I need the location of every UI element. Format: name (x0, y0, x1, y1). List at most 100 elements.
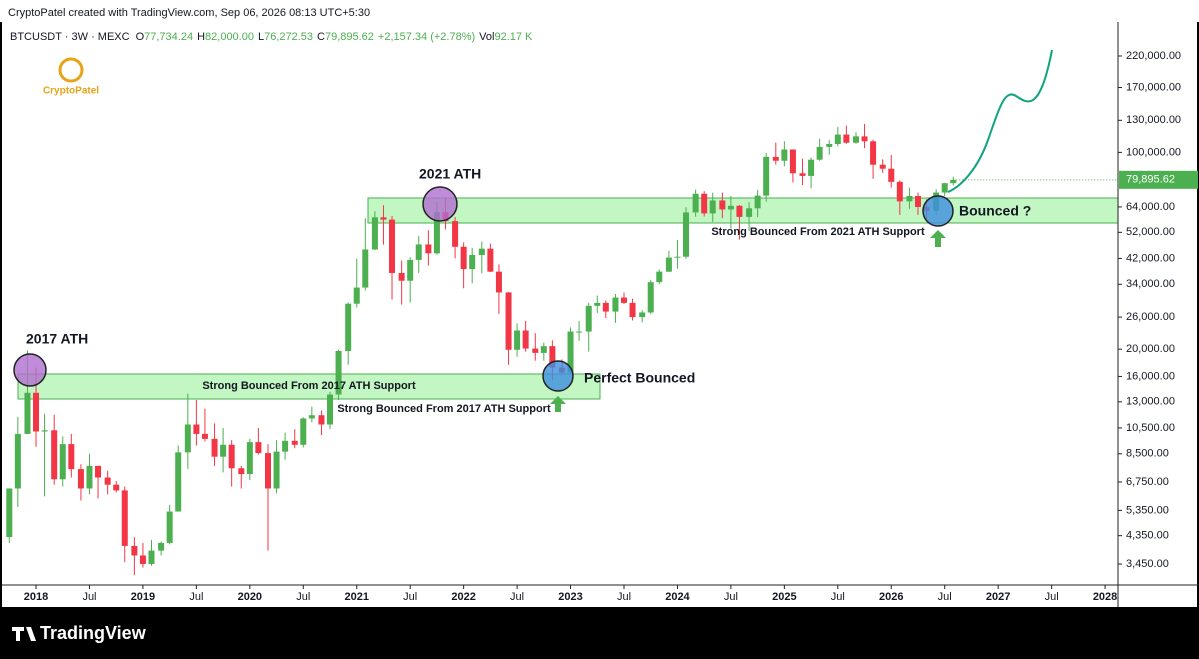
tv-logo (12, 627, 36, 641)
candle-body (291, 440, 298, 445)
symbol: BTCUSDT · 3W · MEXC O77,734.24 H82,000.00 L… (10, 31, 533, 43)
x-tick-label: Jul (296, 591, 310, 603)
y-tick-label: 8,500.00 (1126, 448, 1169, 460)
y-tick-label: 220,000.00 (1126, 50, 1181, 62)
projection-path (947, 49, 1053, 193)
candle-body (469, 255, 476, 270)
x-tick-label: 2021 (344, 591, 368, 603)
candle-body (656, 271, 663, 283)
candle-body (345, 303, 352, 352)
candle-body (148, 550, 155, 565)
x-tick-label: Jul (403, 591, 417, 603)
x-tick-label: 2020 (238, 591, 262, 603)
candle-body (808, 159, 815, 176)
candle-body (834, 134, 841, 144)
candle-body (300, 418, 307, 445)
x-tick-label: 2026 (879, 591, 903, 603)
y-tick-label: 100,000.00 (1126, 146, 1181, 158)
arrow-up (930, 230, 946, 247)
candle-body (282, 440, 289, 452)
x-tick-label: Jul (831, 591, 845, 603)
y-tick-label: 42,000.00 (1126, 252, 1175, 264)
x-tick-label: Jul (1045, 591, 1059, 603)
candle-body (166, 511, 173, 543)
candle-body (816, 146, 823, 160)
candle-body (121, 490, 128, 546)
x-tick-label: Jul (938, 591, 952, 603)
legend-value: 77,734.24 (144, 31, 193, 43)
chart-panel (2, 22, 1197, 607)
x-tick-label: 2025 (772, 591, 796, 603)
y-tick-label: 130,000.00 (1126, 114, 1181, 126)
legend-label: C (317, 31, 325, 43)
y-tick-label: 20,000.00 (1126, 343, 1175, 355)
ath-marker (13, 353, 47, 387)
y-tick-label: 34,000.00 (1126, 278, 1175, 290)
candle-body (478, 248, 485, 256)
y-tick-label: 3,450.00 (1126, 558, 1169, 570)
candle-body (246, 442, 253, 475)
legend-label: Vol (479, 31, 494, 43)
x-tick-label: 2027 (986, 591, 1010, 603)
x-tick-label: Jul (510, 591, 524, 603)
candle-body (950, 179, 957, 184)
candle-body (6, 488, 13, 538)
footer-brand: TradingView (40, 623, 147, 643)
candle-body (736, 205, 743, 217)
candle-body (692, 193, 699, 213)
candle-body (51, 430, 58, 480)
y-tick-label: 16,000.00 (1126, 370, 1175, 382)
y-tick-label: 6,750.00 (1126, 476, 1169, 488)
candle-body (131, 545, 138, 556)
annotation: Strong Bounced From 2017 ATH Support (202, 380, 416, 392)
candle-body (683, 212, 690, 257)
candle-body (265, 453, 272, 489)
candle-body (754, 195, 761, 209)
candle-body (407, 259, 414, 281)
candle-body (505, 292, 512, 350)
candle-body (487, 248, 494, 272)
candle-body (113, 484, 120, 491)
candle-body (594, 302, 601, 306)
candle-body (549, 346, 556, 368)
candle-body (318, 415, 325, 425)
candle-body (158, 542, 165, 551)
candle-body (495, 271, 502, 293)
candle-body (371, 217, 378, 250)
candle-body (914, 195, 921, 207)
candle-body (665, 257, 672, 272)
candle-body (567, 331, 574, 373)
x-tick-label: 2019 (131, 591, 155, 603)
legend-value: 92.17 K (494, 31, 533, 43)
candle-body (238, 468, 245, 475)
candle-body (415, 244, 422, 260)
ath-marker (422, 186, 458, 222)
bounce-marker (542, 360, 574, 392)
candle-body (362, 249, 369, 288)
candles (6, 123, 957, 576)
candle-body (335, 351, 342, 395)
candle-body (193, 424, 200, 434)
y-tick-label: 13,000.00 (1126, 396, 1175, 408)
candle-body (139, 555, 146, 565)
candle-body (852, 136, 859, 143)
candle-body (701, 193, 708, 214)
y-tick-label: 26,000.00 (1126, 311, 1175, 323)
y-tick-label: 10,500.00 (1126, 422, 1175, 434)
candle-body (201, 433, 208, 439)
candle-body (514, 330, 521, 350)
x-tick-label: 2022 (451, 591, 475, 603)
candle-body (602, 302, 609, 312)
candle-body (861, 136, 868, 142)
candle-body (460, 246, 467, 270)
annotation: 2021 ATH (419, 166, 481, 182)
candle-body (273, 451, 280, 489)
x-tick-label: Jul (724, 591, 738, 603)
candle-body (746, 208, 753, 217)
annotation: Strong Bounced From 2021 ATH Support (711, 226, 925, 238)
support-zone (17, 373, 601, 400)
y-tick-label: 170,000.00 (1126, 81, 1181, 93)
candle-body (896, 181, 903, 202)
candle-body (327, 394, 334, 425)
